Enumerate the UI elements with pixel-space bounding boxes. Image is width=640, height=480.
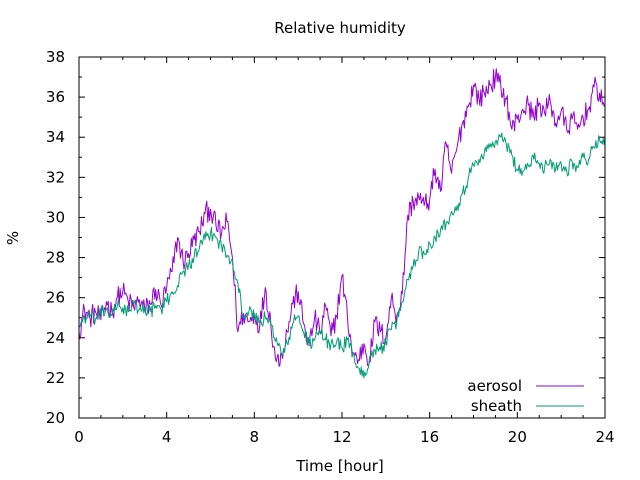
legend-label-aerosol: aerosol [467, 377, 522, 395]
x-axis-label: Time [hour] [295, 457, 384, 475]
x-tick-label: 12 [332, 428, 351, 446]
y-tick-label: 38 [46, 48, 65, 66]
plot-frame [78, 56, 606, 419]
legend: aerosol sheath [467, 377, 584, 415]
y-tick-label: 30 [46, 208, 65, 226]
series-line-aerosol [78, 68, 606, 367]
y-tick-label: 36 [46, 88, 65, 106]
x-tick-label: 20 [508, 428, 527, 446]
y-tick-label: 22 [46, 369, 65, 387]
x-tick-label: 16 [420, 428, 439, 446]
y-axis-label: % [4, 231, 22, 245]
y-tick-label: 32 [46, 168, 65, 186]
chart-title: Relative humidity [274, 19, 406, 37]
y-tick-label: 26 [46, 289, 65, 307]
y-tick-label: 34 [46, 128, 65, 146]
x-tick-label: 24 [595, 428, 614, 446]
x-tick-label: 0 [74, 428, 84, 446]
x-tick-label: 8 [250, 428, 260, 446]
legend-label-sheath: sheath [471, 397, 522, 415]
series-line-sheath [78, 132, 606, 379]
x-tick-label: 4 [162, 428, 172, 446]
y-tick-label: 24 [46, 329, 65, 347]
y-tick-label: 20 [46, 409, 65, 427]
y-tick-label: 28 [46, 249, 65, 267]
series-layer [78, 68, 606, 379]
axis-ticks: 0 4 8 12 16 20 24 20 22 24 26 28 30 32 34 36 38 [46, 48, 615, 446]
